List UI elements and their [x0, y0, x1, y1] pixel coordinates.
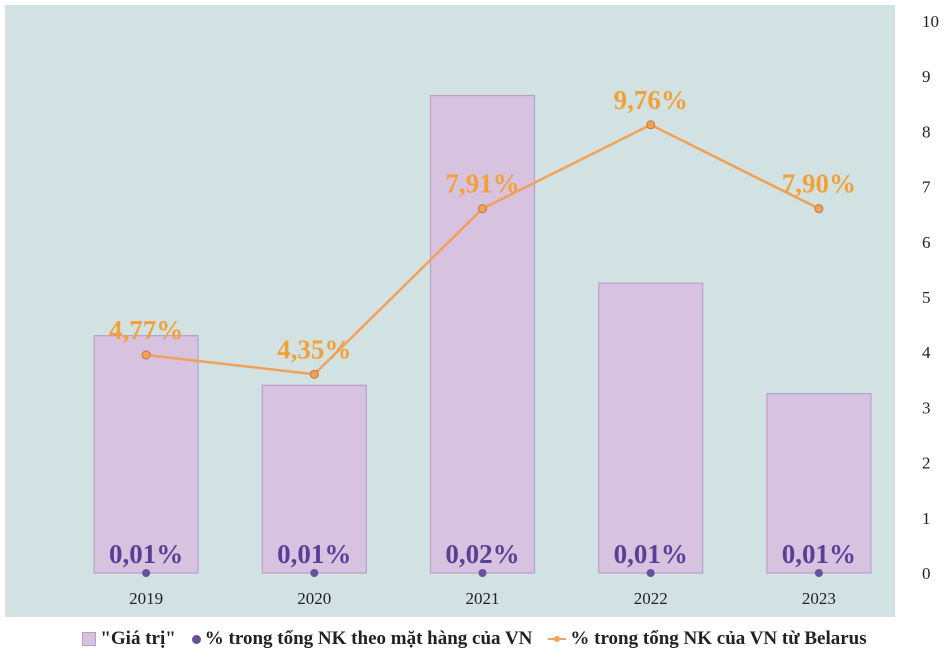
line-label-2022: 9,76% [614, 85, 688, 115]
legend-dot-swatch [191, 634, 201, 644]
bar-2019 [93, 335, 199, 574]
y-tick-label-3: 3 [922, 398, 931, 417]
legend-line-swatch [548, 634, 567, 644]
y-tick-label-8: 8 [922, 122, 931, 141]
dot-label-2023: 0,01% [782, 539, 856, 569]
y-tick-label-5: 5 [922, 288, 931, 307]
legend-item-bars: "Giá trị" [82, 628, 176, 650]
dot-point-2022 [646, 569, 655, 577]
line-label-2019: 4,77% [109, 315, 183, 345]
y-tick-label-4: 4 [922, 343, 931, 362]
line-point-2019 [141, 350, 151, 360]
bars-layer [93, 94, 872, 574]
dots-layer [142, 569, 823, 577]
x-tick-label-2021: 2021 [466, 589, 500, 608]
legend-line-label: % trong tổng NK của VN từ Belarus [570, 628, 867, 649]
dot-point-2020 [310, 569, 319, 577]
legend-item-dots: % trong tổng NK theo mặt hàng của VN [191, 628, 533, 650]
legend-bars-label: "Giá trị" [100, 628, 176, 649]
legend-item-line: % trong tổng NK của VN từ Belarus [548, 628, 867, 650]
line-point-2020 [309, 369, 319, 379]
dot-label-2021: 0,02% [445, 539, 519, 569]
legend-dots-label: % trong tổng NK theo mặt hàng của VN [204, 628, 533, 649]
dot-label-2019: 0,01% [109, 539, 183, 569]
line-point-2022 [646, 120, 656, 130]
y-tick-label-9: 9 [922, 67, 931, 86]
line-label-2021: 7,91% [445, 169, 519, 199]
y-tick-label-2: 2 [922, 454, 931, 473]
bar-2021 [429, 94, 536, 574]
legend: "Giá trị" % trong tổng NK theo mặt hàng … [0, 624, 949, 654]
labels-layer: 4,77% 4,35% 7,91% 9,76% 7,90% 0,01% 0,01% 0,02%… [109, 85, 856, 569]
x-tick-label-2022: 2022 [634, 589, 668, 608]
y-tick-label-6: 6 [922, 233, 931, 252]
line-point-2021 [478, 204, 487, 214]
dot-label-2022: 0,01% [614, 539, 688, 569]
y-axis: 0 1 2 3 4 5 6 7 8 9 10 [922, 12, 939, 583]
y-tick-label-0: 0 [922, 564, 931, 583]
line-label-2020: 4,35% [277, 334, 351, 364]
legend-bar-swatch [82, 632, 97, 646]
dot-label-2020: 0,01% [277, 539, 351, 569]
bar-2022 [598, 282, 704, 574]
y-tick-label-1: 1 [922, 509, 931, 528]
dot-point-2023 [814, 569, 823, 577]
x-tick-label-2023: 2023 [802, 589, 836, 608]
y-tick-label-10: 10 [922, 12, 939, 31]
line-layer [141, 120, 824, 379]
x-tick-label-2019: 2019 [129, 589, 163, 608]
x-axis: 2019 2020 2021 2022 2023 [129, 589, 836, 608]
bar-2020 [261, 384, 367, 574]
dot-point-2021 [478, 569, 487, 577]
line-label-2023: 7,90% [782, 169, 856, 199]
y-tick-label-7: 7 [922, 178, 931, 197]
x-tick-label-2020: 2020 [297, 589, 331, 608]
dot-point-2019 [142, 569, 151, 577]
line-point-2023 [814, 204, 824, 214]
